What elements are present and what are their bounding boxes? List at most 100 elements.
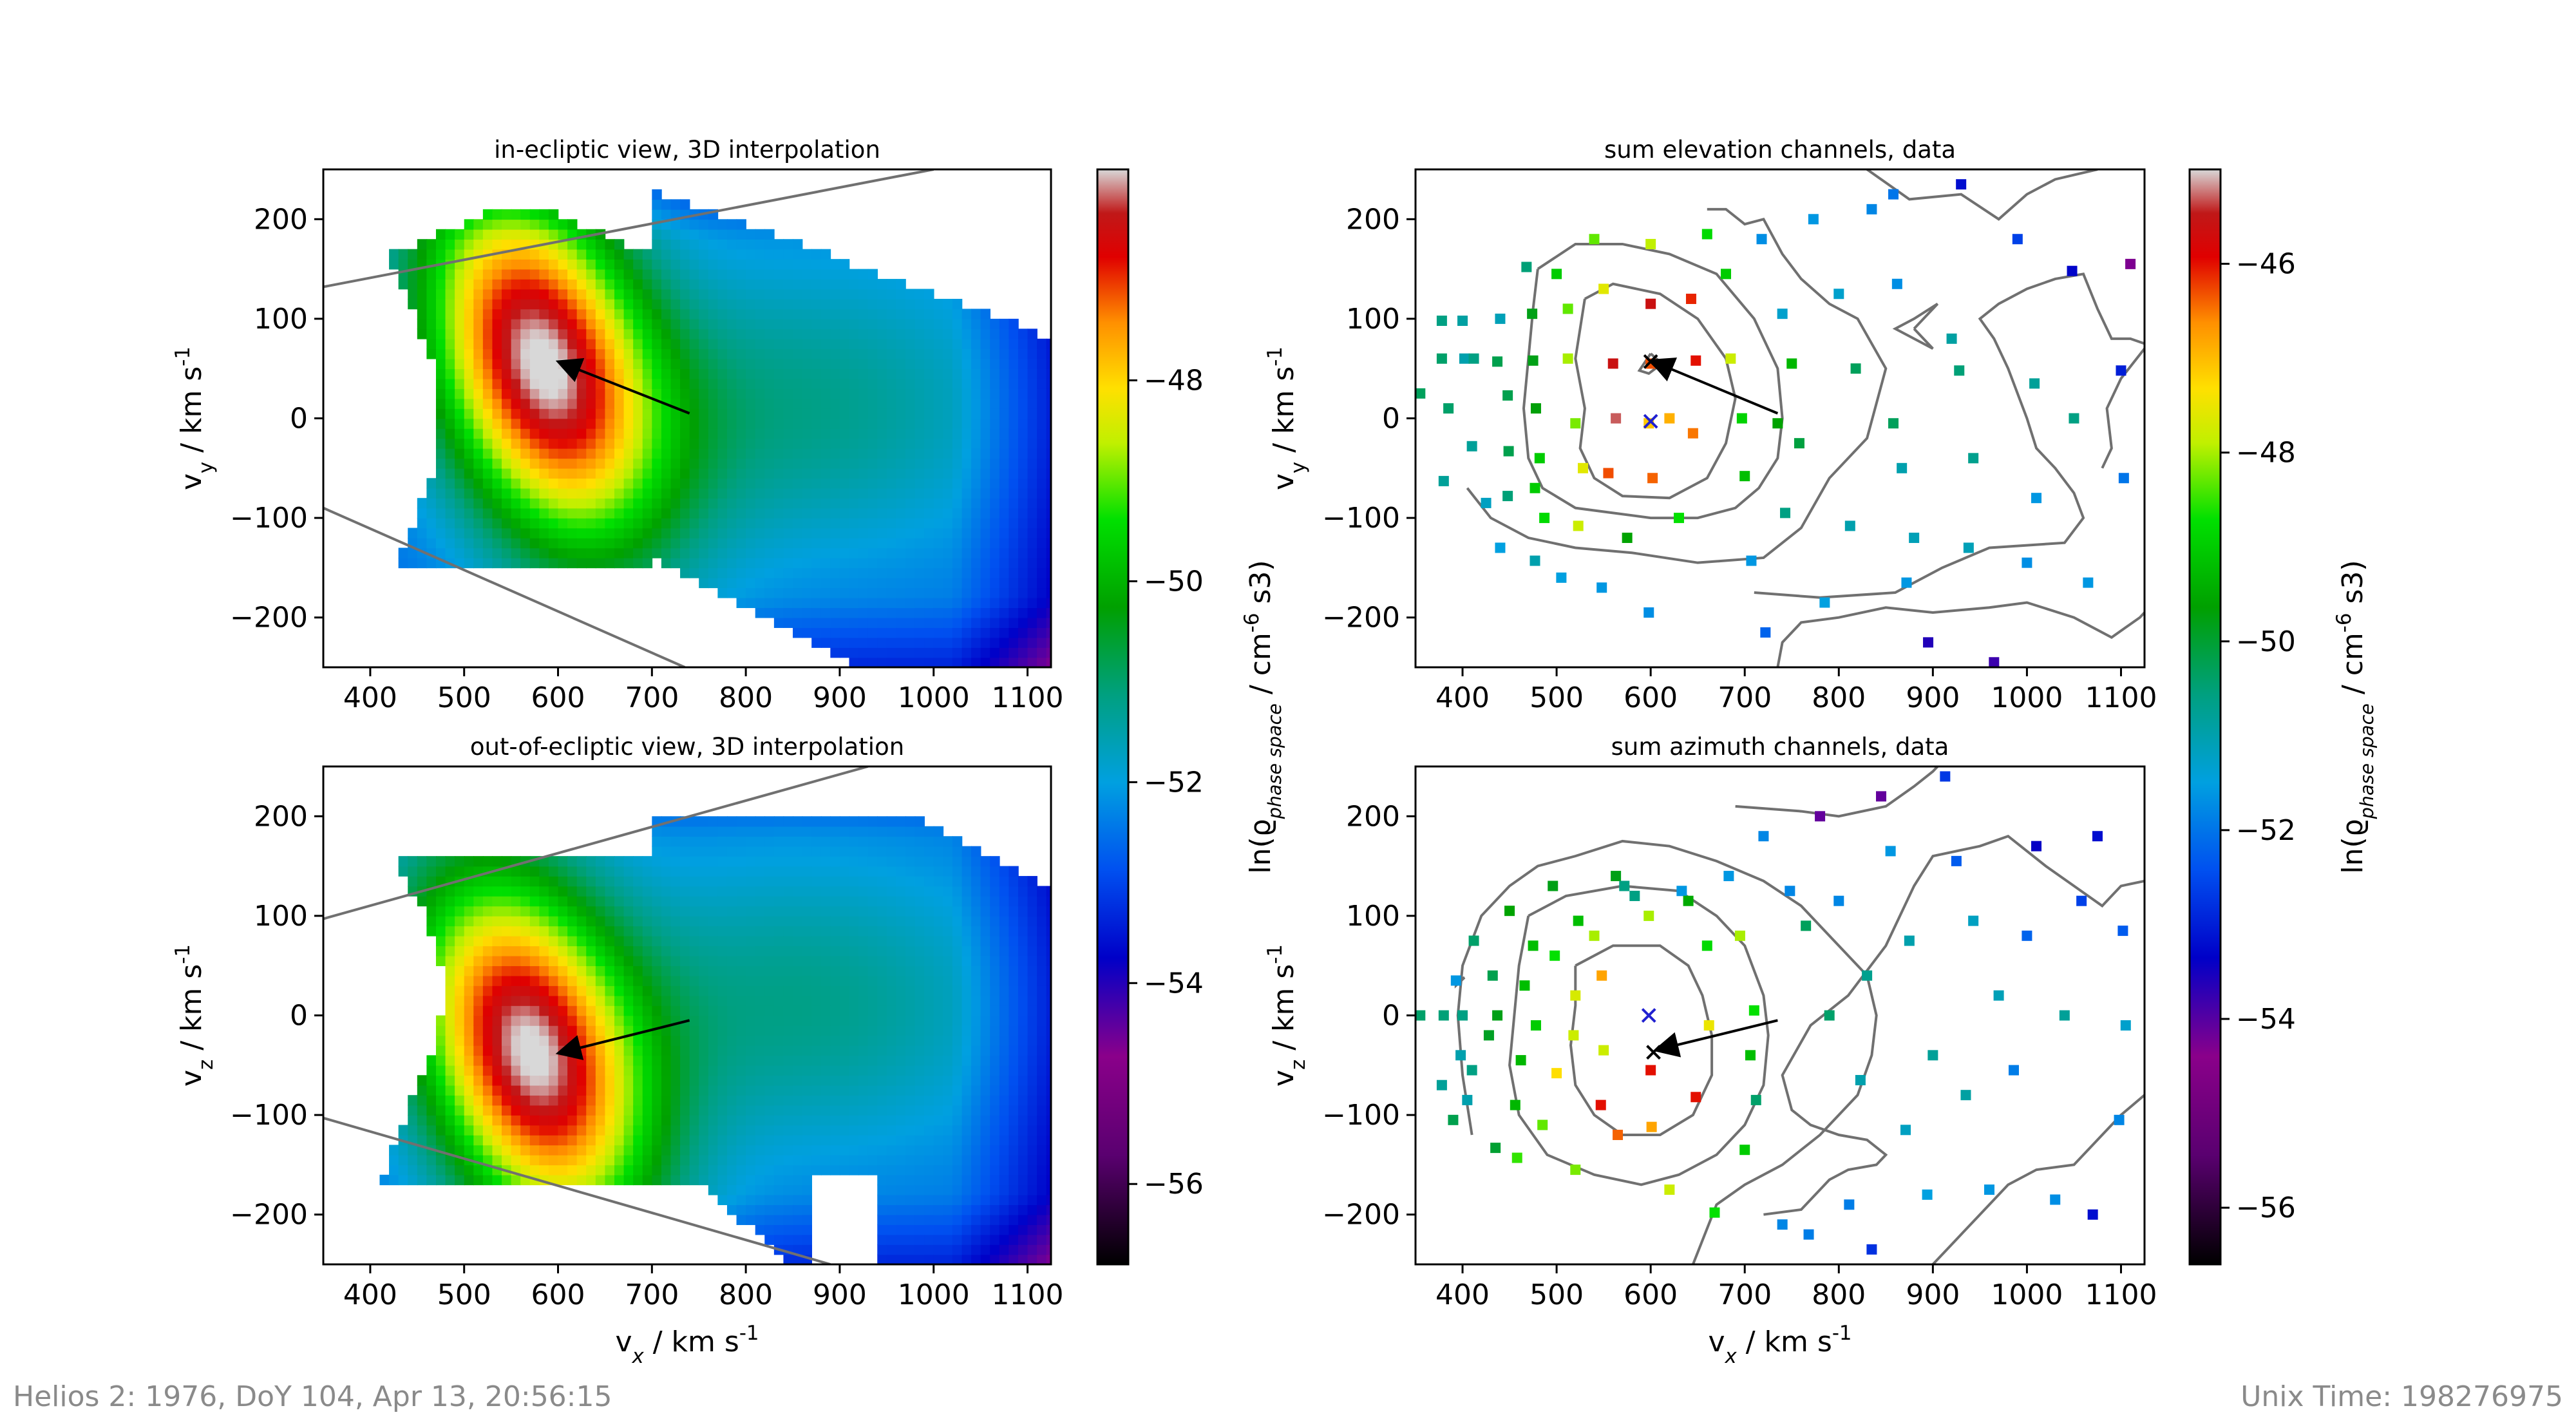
heatmap-cell [529,498,540,509]
heatmap-cell [492,965,502,976]
heatmap-cell [952,309,963,319]
heatmap-cell [746,1135,756,1146]
heatmap-cell [520,985,531,996]
heatmap-cell [971,398,981,409]
heatmap-cell [736,289,746,300]
heatmap-cell [990,498,1000,509]
heatmap-cell [1027,567,1037,578]
heatmap-cell [867,866,878,877]
heatmap-cell [1027,597,1037,609]
heatmap-cell [726,1065,737,1076]
heatmap-cell [511,388,521,399]
heatmap-cell [746,975,756,986]
heatmap-cell [717,946,728,956]
heatmap-cell [990,488,1000,499]
heatmap-cell [990,1254,1000,1264]
heatmap-cell [793,1165,803,1175]
heatmap-cell [576,975,587,986]
heatmap-cell [529,458,540,469]
heatmap-cell [614,269,625,280]
heatmap-cell [830,816,840,827]
heatmap-cell [1037,1135,1047,1146]
heatmap-cell [820,587,831,598]
heatmap-cell [548,249,559,260]
heatmap-cell [726,508,737,518]
heatmap-cell [830,886,840,897]
heatmap-cell [746,1115,756,1126]
heatmap-cell [1009,587,1019,598]
heatmap-cell [820,1085,831,1096]
heatmap-cell [680,915,690,927]
heatmap-cell [933,508,944,518]
heatmap-cell [943,1174,953,1186]
heatmap-cell [943,298,953,310]
heatmap-cell [773,1095,784,1106]
heatmap-cell [793,1234,803,1245]
heatmap-cell [990,1075,1000,1086]
heatmap-cell [811,259,822,270]
heatmap-cell [689,269,700,280]
heatmap-cell [558,518,568,529]
heatmap-cell [529,348,540,359]
heatmap-cell [502,259,512,270]
heatmap-cell [642,378,653,389]
heatmap-cell [529,229,540,240]
heatmap-cell [755,1154,766,1166]
heatmap-cell [398,856,409,867]
heatmap-cell [746,1055,756,1066]
heatmap-cell [971,1254,981,1264]
heatmap-cell [435,378,446,389]
heatmap-cell [943,995,953,1006]
heatmap-cell [633,298,643,310]
heatmap-cell [435,438,446,449]
heatmap-cell [896,438,906,449]
heatmap-cell [529,528,540,538]
heatmap-cell [614,1135,625,1146]
heatmap-cell [980,567,991,578]
heatmap-cell [877,955,887,966]
heatmap-cell [1027,348,1037,359]
heatmap-cell [642,1095,653,1106]
heatmap-cell [398,547,409,558]
heatmap-cell [905,378,916,389]
heatmap-cell [746,358,756,369]
heatmap-cell [1018,1194,1028,1206]
heatmap-cell [576,398,587,409]
heatmap-cell [520,348,531,359]
heatmap-cell [924,856,934,867]
heatmap-cell [943,1254,953,1264]
heatmap-cell [858,269,869,280]
heatmap-cell [961,488,972,499]
heatmap-cell [793,378,803,389]
heatmap-cell [1018,946,1028,956]
heatmap-cell [971,378,981,389]
heatmap-cell [670,856,681,867]
heatmap-cell [943,528,953,538]
heatmap-cell [924,378,934,389]
heatmap-cell [999,915,1010,927]
heatmap-cell [520,1095,531,1106]
heatmap-cell [539,1045,549,1056]
heatmap-cell [455,358,465,369]
heatmap-cell [924,946,934,956]
heatmap-cell [642,538,653,549]
heatmap-cell [605,468,615,479]
heatmap-cell [783,1105,793,1116]
heatmap-cell [914,538,925,549]
heatmap-cell [408,1125,418,1136]
heatmap-cell [717,547,728,558]
heatmap-cell [492,1115,502,1126]
heatmap-cell [849,338,859,350]
heatmap-cell [689,398,700,409]
heatmap-cell [877,627,887,638]
heatmap-cell [482,209,493,220]
heatmap-cell [567,1105,578,1116]
heatmap-cell [793,826,803,837]
heatmap-cell [933,995,944,1006]
heatmap-cell [623,309,634,319]
heatmap-cell [445,378,455,389]
heatmap-cell [896,458,906,469]
heatmap-cells [379,816,1051,1264]
heatmap-cell [820,866,831,877]
heatmap-cell [426,1174,437,1186]
